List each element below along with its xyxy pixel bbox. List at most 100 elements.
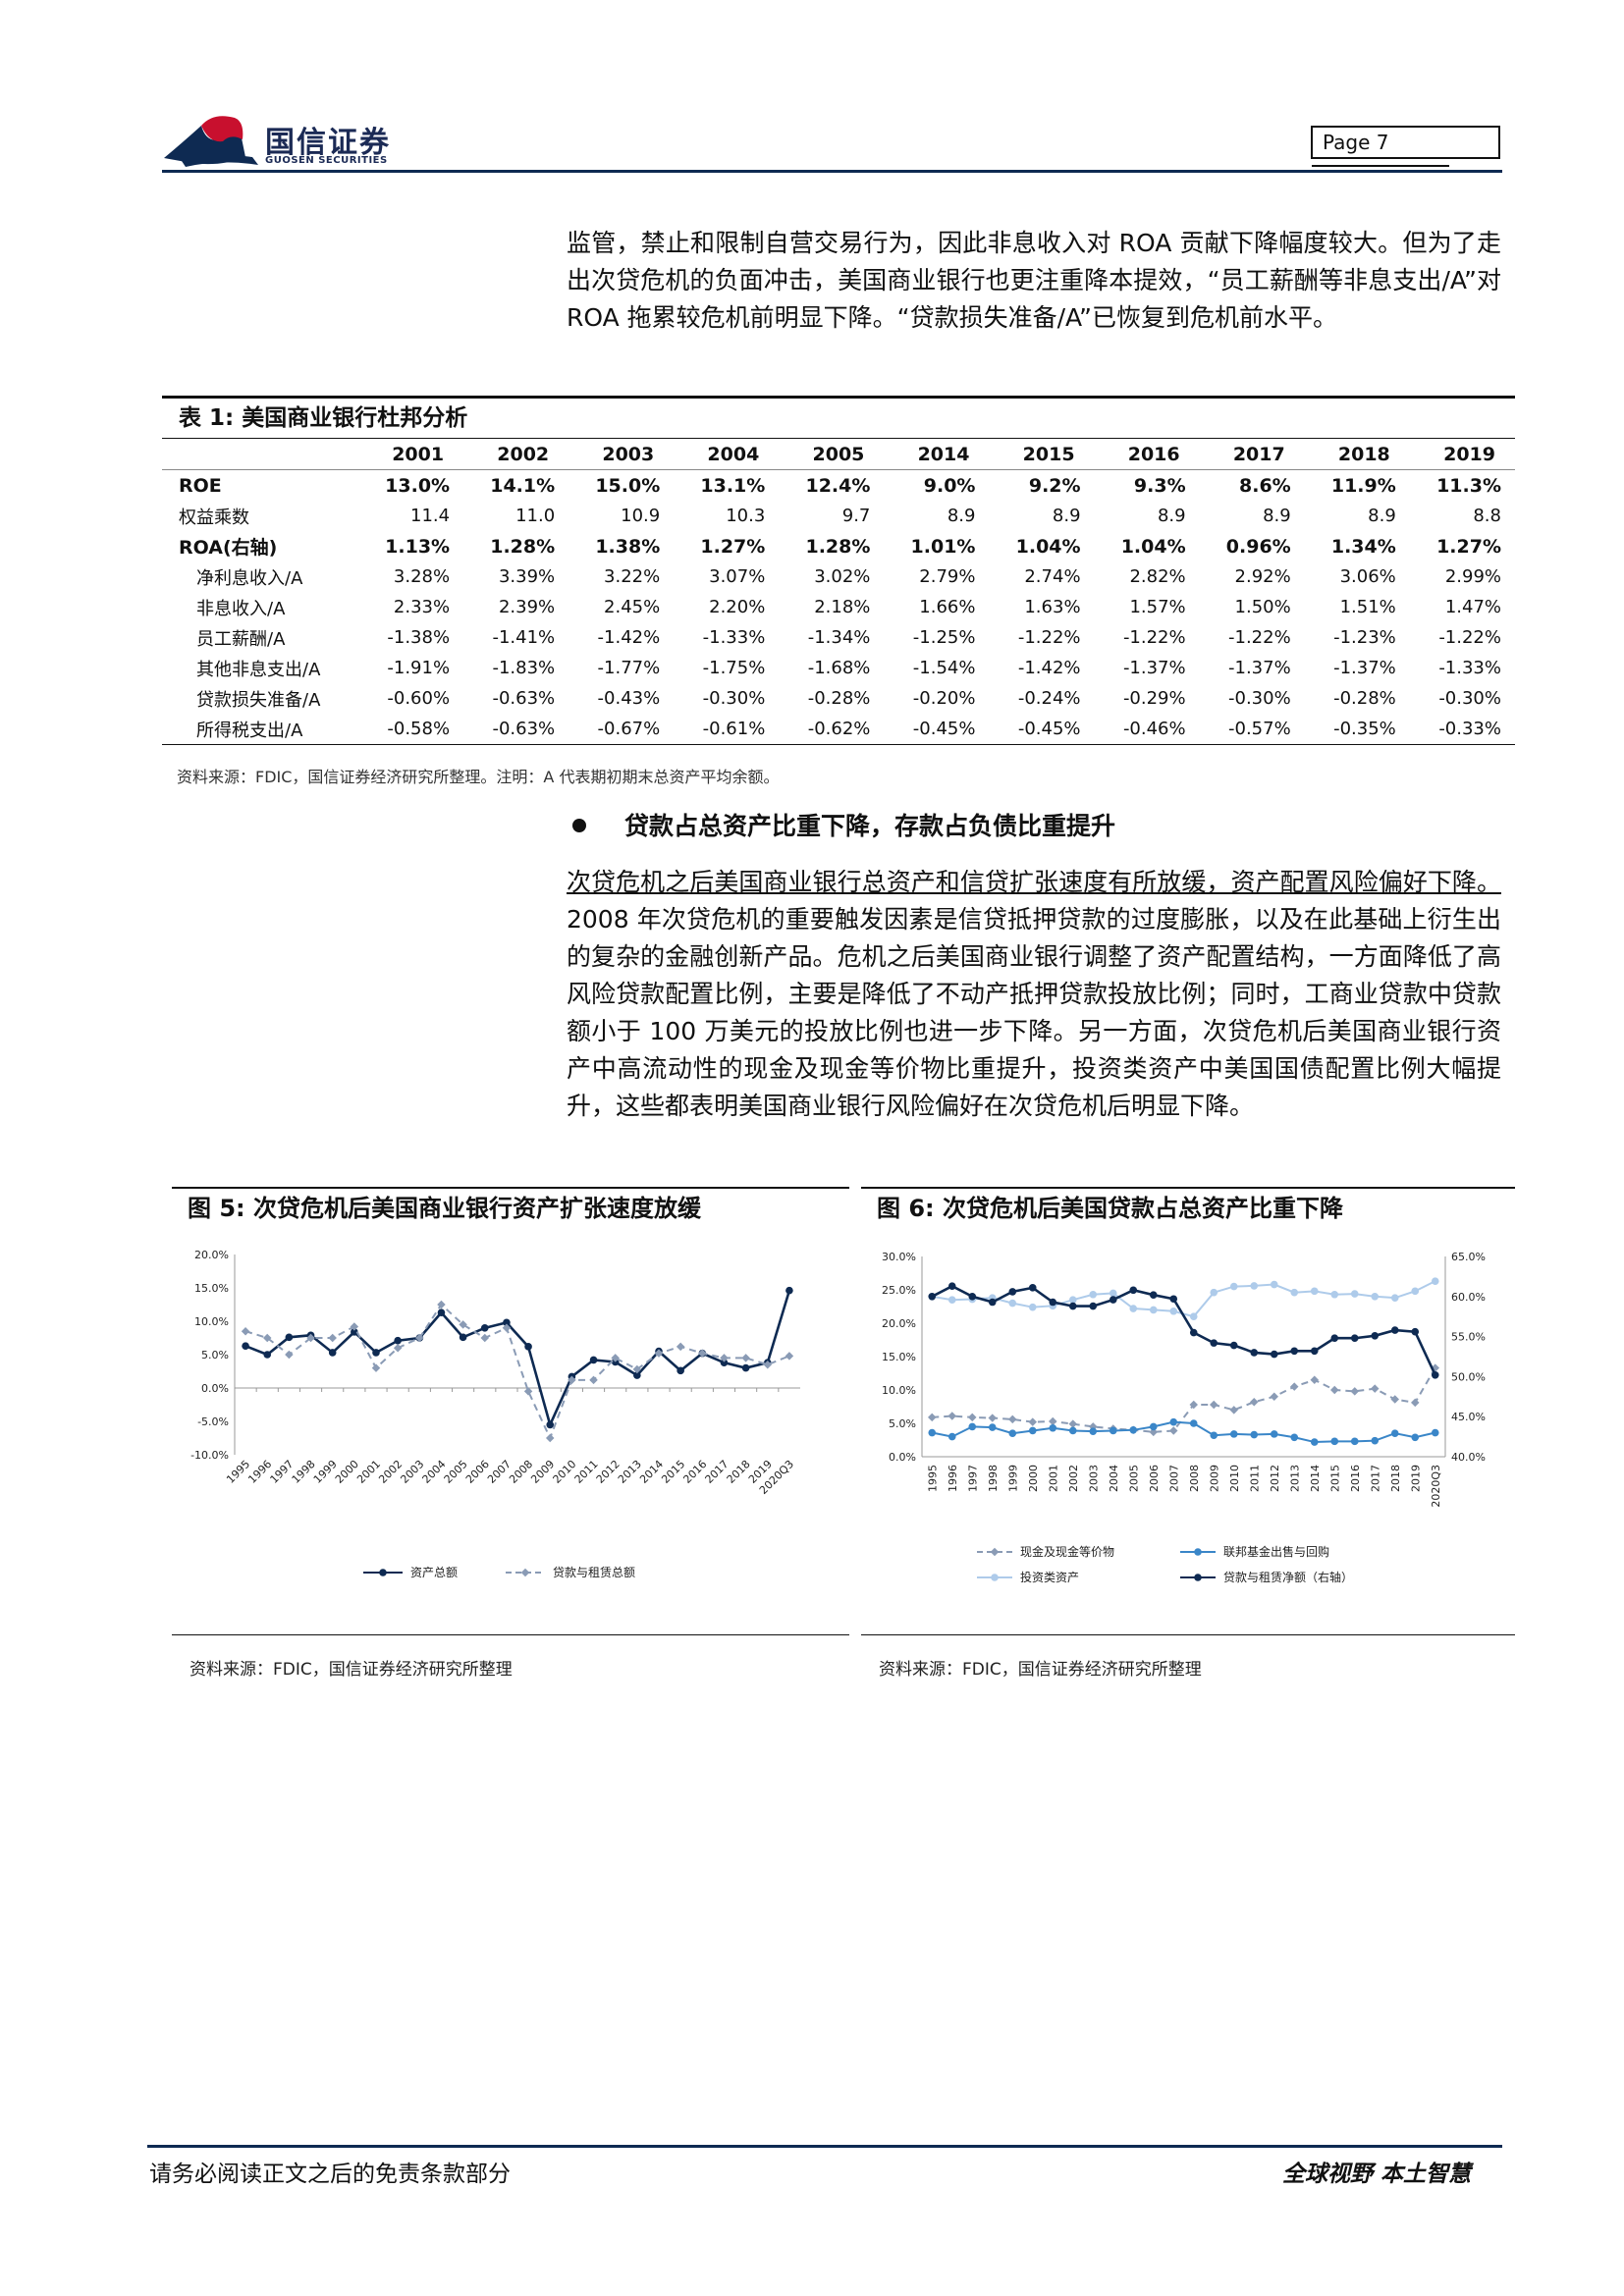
x-tick-label: 2011	[1248, 1465, 1261, 1492]
data-point	[988, 1298, 997, 1307]
data-point	[928, 1413, 937, 1422]
data-point	[947, 1412, 956, 1420]
series-line	[932, 1280, 1436, 1318]
table-cell: -0.67%	[597, 719, 661, 739]
table-cell: -1.37%	[1228, 658, 1291, 678]
table-cell: 1.66%	[919, 597, 976, 617]
data-point	[1290, 1433, 1299, 1442]
year-header: 2016	[1127, 443, 1180, 465]
data-point	[1371, 1436, 1380, 1445]
year-header: 2017	[1232, 443, 1285, 465]
x-tick-label: 2007	[485, 1458, 514, 1486]
table-cell: -0.30%	[1438, 688, 1501, 709]
year-header: 2002	[497, 443, 550, 465]
data-point	[502, 1323, 512, 1333]
data-point	[1129, 1426, 1138, 1434]
y-tick-label: 10.0%	[194, 1315, 229, 1328]
table-cell: -1.22%	[1438, 627, 1501, 648]
row-label: 非息收入/A	[196, 598, 286, 619]
header-rule	[162, 170, 1502, 173]
row-label: 员工薪酬/A	[196, 628, 286, 650]
x-tick-label: 2002	[376, 1458, 405, 1486]
data-point	[928, 1428, 937, 1437]
x-tick-label: 2011	[572, 1458, 601, 1486]
data-point	[1194, 1574, 1202, 1581]
figure-source: 资料来源：FDIC，国信证券经济研究所整理	[879, 1660, 1202, 1680]
table-cell: 3.02%	[814, 566, 871, 587]
footer-disclaimer: 请务必阅读正文之后的免责条款部分	[149, 2162, 511, 2187]
row-label: 其他非息支出/A	[196, 659, 321, 680]
table-cell: 2.39%	[498, 597, 556, 617]
data-point	[1109, 1296, 1117, 1304]
series-line	[244, 1290, 791, 1429]
table-cell: -0.33%	[1438, 719, 1501, 739]
table-cell: -1.23%	[1333, 627, 1396, 648]
table-cell: -1.38%	[387, 627, 451, 648]
table-cell: -0.63%	[492, 719, 556, 739]
table-cell: 3.28%	[393, 566, 451, 587]
x-tick-label: 2000	[1027, 1465, 1040, 1492]
table-cell: 13.0%	[385, 474, 451, 497]
table-corner	[162, 439, 358, 470]
data-point	[437, 1308, 446, 1316]
x-tick-label: 1997	[966, 1465, 979, 1492]
x-tick-label: 2012	[594, 1458, 623, 1486]
table-cell: 9.0%	[923, 474, 976, 497]
data-point	[1310, 1287, 1319, 1296]
year-header: 2003	[602, 443, 655, 465]
legend-label: 贷款与租赁净额（右轴）	[1223, 1570, 1353, 1584]
data-point	[1049, 1416, 1057, 1426]
table-cell: -1.42%	[597, 627, 661, 648]
table-cell: -1.41%	[492, 627, 556, 648]
x-tick-label: 1998	[290, 1458, 318, 1486]
row-label: ROE	[179, 474, 222, 497]
table-cell: 1.57%	[1129, 597, 1186, 617]
data-point	[1149, 1306, 1158, 1314]
data-point	[1089, 1290, 1098, 1299]
x-tick-label: 2010	[1228, 1465, 1241, 1492]
y2-tick-label: 60.0%	[1451, 1291, 1486, 1304]
data-point	[1431, 1428, 1439, 1437]
x-tick-label: 2014	[1309, 1465, 1322, 1492]
data-point	[379, 1569, 387, 1576]
body-paragraph-2: 次贷危机之后美国商业银行总资产和信贷扩张速度有所放缓，资产配置风险偏好下降。 20…	[567, 864, 1501, 1125]
table-cell: -1.91%	[387, 658, 451, 678]
table-row: ROE 13.0% 14.1% 15.0% 13.1% 12.4% 9.0% 9.2% 9.3%…	[162, 470, 1515, 502]
table-cell: -0.63%	[492, 688, 556, 709]
table-cell: 15.0%	[595, 474, 661, 497]
data-point	[1169, 1307, 1178, 1315]
y-tick-label: -10.0%	[190, 1449, 229, 1462]
table-cell: 12.4%	[805, 474, 871, 497]
table-cell: 8.8	[1473, 506, 1501, 526]
data-point	[1008, 1415, 1017, 1424]
data-point	[1250, 1282, 1259, 1290]
table-cell: -1.34%	[807, 627, 871, 648]
table-cell: 8.9	[1368, 506, 1396, 526]
data-point	[480, 1324, 489, 1332]
data-point	[1250, 1397, 1259, 1407]
y-tick-label: 30.0%	[882, 1251, 916, 1263]
table-cell: 0.96%	[1225, 535, 1291, 558]
table-cell: -0.61%	[702, 719, 766, 739]
data-point	[1169, 1417, 1178, 1426]
x-tick-label: 2008	[1188, 1465, 1201, 1492]
table-cell: 10.3	[726, 506, 766, 526]
table-cell: -0.20%	[912, 688, 976, 709]
table-cell: -1.37%	[1333, 658, 1396, 678]
data-point	[1028, 1284, 1037, 1292]
table-cell: 1.28%	[805, 535, 871, 558]
table-cell: -1.77%	[597, 658, 661, 678]
data-point	[459, 1333, 467, 1342]
x-tick-label: 1995	[926, 1465, 939, 1492]
data-point	[1028, 1426, 1037, 1435]
x-tick-label: 2009	[1208, 1465, 1220, 1492]
series-line	[931, 1284, 1436, 1376]
data-point	[1068, 1426, 1077, 1435]
data-point	[1109, 1426, 1117, 1435]
table-cell: 2.33%	[393, 597, 451, 617]
x-tick-label: 1999	[311, 1458, 340, 1486]
y-tick-label: 0.0%	[889, 1451, 916, 1464]
data-point	[520, 1568, 530, 1577]
table-cell: -0.60%	[387, 688, 451, 709]
y-tick-label: 15.0%	[882, 1351, 916, 1363]
